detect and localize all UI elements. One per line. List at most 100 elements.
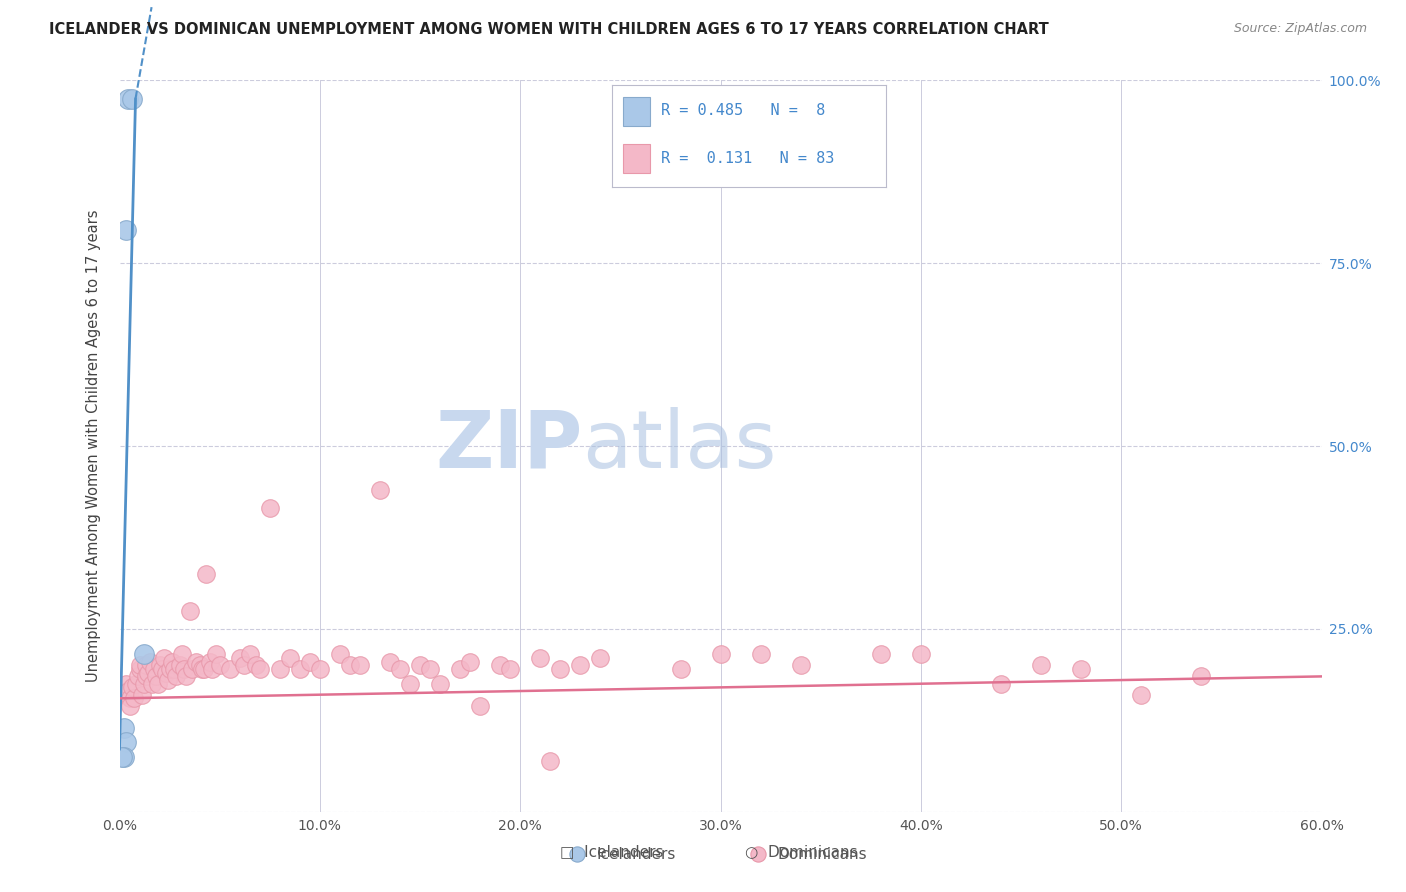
Point [121,92,143,106]
Point [298,655,321,669]
Point [160,655,183,669]
Point [132,648,155,662]
Point [1029,658,1052,673]
Point [288,662,311,676]
Text: Icelanders: Icelanders [596,847,676,862]
Point [1191,669,1213,683]
Point [1070,662,1092,676]
Point [165,669,187,683]
Point [538,754,561,768]
Point [135,669,157,683]
Point [114,735,136,749]
Point [149,658,172,673]
Point [114,676,136,690]
Point [429,676,451,690]
Point [174,669,197,683]
Point [142,662,165,676]
Point [349,658,371,673]
Text: ICELANDER VS DOMINICAN UNEMPLOYMENT AMONG WOMEN WITH CHILDREN AGES 6 TO 17 YEARS: ICELANDER VS DOMINICAN UNEMPLOYMENT AMON… [49,22,1049,37]
Point [188,658,211,673]
Point [269,662,291,676]
Point [190,662,212,676]
Point [399,676,422,690]
Point [118,691,141,706]
Point [409,658,432,673]
Point [278,651,301,665]
Point [141,676,163,690]
Point [458,655,481,669]
Point [232,658,254,673]
Point [368,483,391,497]
Point [121,681,143,695]
Point [249,662,271,676]
Point [747,847,769,862]
Point [669,662,692,676]
Text: ZIP: ZIP [434,407,582,485]
Point [114,223,136,237]
Point [193,662,215,676]
Point [489,658,512,673]
Point [329,648,352,662]
Point [259,501,281,516]
Point [990,676,1012,690]
Point [565,847,588,862]
Point [136,665,159,680]
Point [499,662,522,676]
Point [218,662,240,676]
Point [132,676,155,690]
Point [569,658,592,673]
Text: ○  Dominicans: ○ Dominicans [745,845,858,859]
Point [156,673,179,687]
Point [204,648,226,662]
Point [180,662,202,676]
Text: atlas: atlas [582,407,776,485]
Point [112,749,135,764]
Point [709,648,731,662]
Point [162,662,184,676]
Point [790,658,813,673]
Point [170,648,193,662]
Point [152,651,174,665]
Point [194,567,217,582]
Bar [623,145,650,173]
Point [339,658,361,673]
Point [1130,688,1153,702]
Point [124,676,146,690]
Point [150,662,173,676]
Point [208,658,231,673]
Point [550,662,572,676]
Point [159,662,181,676]
Point [169,658,191,673]
Point [749,648,772,662]
Point [910,648,932,662]
Text: R = 0.485   N =  8: R = 0.485 N = 8 [661,103,825,119]
Point [173,662,195,676]
Point [138,655,160,669]
Point [449,662,471,676]
Point [127,669,149,683]
Point [869,648,893,662]
Point [128,662,150,676]
Point [146,676,169,690]
Point [419,662,441,676]
Point [589,651,612,665]
Text: R =  0.131   N = 83: R = 0.131 N = 83 [661,151,834,166]
Point [309,662,332,676]
Point [179,603,201,617]
Point [128,658,150,673]
Text: Dominicans: Dominicans [778,847,868,862]
Point [245,658,267,673]
Point [228,651,252,665]
Text: Source: ZipAtlas.com: Source: ZipAtlas.com [1233,22,1367,36]
Point [122,691,145,706]
Point [118,698,141,713]
Point [388,662,412,676]
Point [155,665,177,680]
Point [201,662,224,676]
Point [378,655,401,669]
Bar [623,97,650,126]
Point [117,92,139,106]
Point [184,655,207,669]
Point [239,648,262,662]
Point [131,688,153,702]
